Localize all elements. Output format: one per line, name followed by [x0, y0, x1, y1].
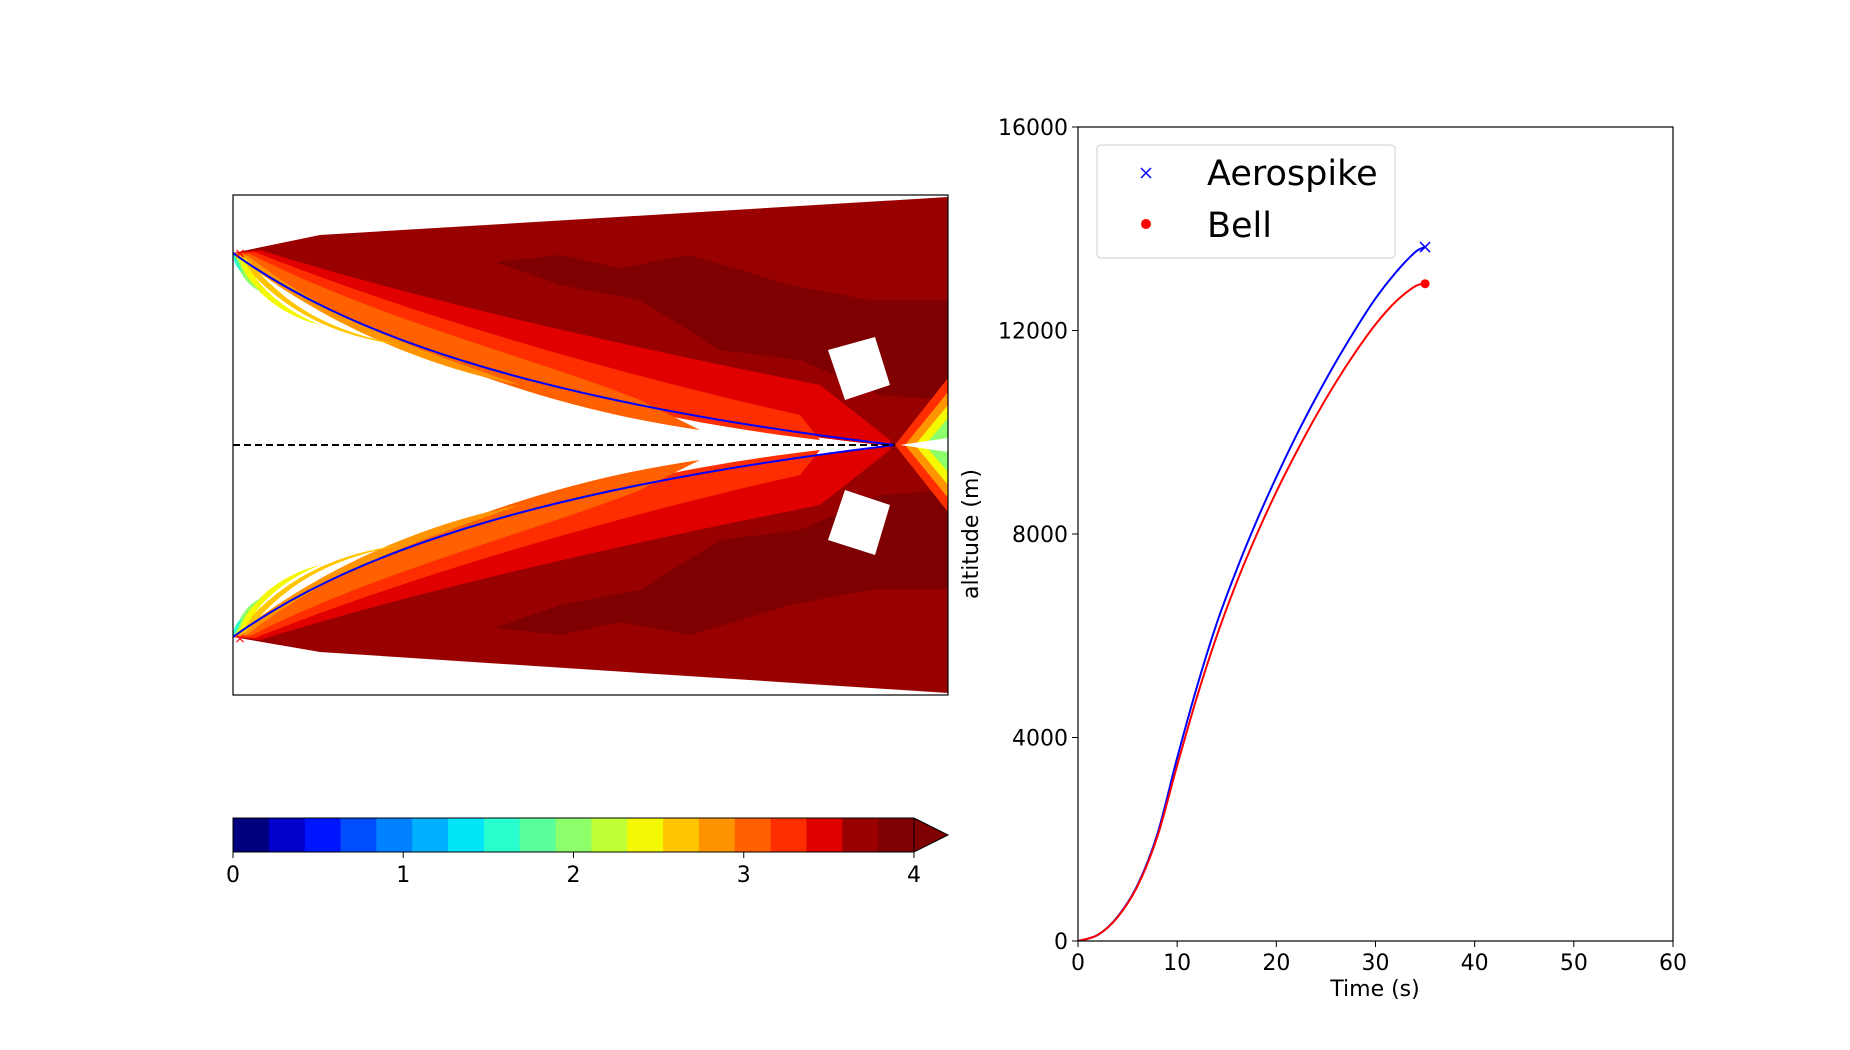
legend-bell-label: Bell — [1207, 206, 1272, 246]
x-axis-label: Time (s) — [1329, 977, 1419, 1002]
colorbar-swatch — [878, 818, 915, 852]
x-tick-label: 60 — [1659, 951, 1687, 976]
upper-throat-marker: × — [234, 246, 246, 262]
colorbar-extend-arrow — [913, 817, 950, 853]
upper-wall-curve — [233, 252, 896, 446]
colorbar-swatch — [376, 818, 413, 852]
y-tick-label: 12000 — [998, 320, 1068, 345]
lower-band-red — [233, 446, 890, 640]
colorbar-swatch — [340, 818, 377, 852]
lower-void — [828, 490, 890, 555]
legend: Aerospike Bell — [1096, 144, 1396, 259]
line-panel: 0 10 20 30 40 50 60 0 4000 8000 12000 16000 Time (… — [959, 116, 1687, 1002]
colorbar-tick-label: 2 — [567, 863, 581, 888]
colorbar-swatch — [806, 818, 843, 852]
exhaust-fan — [895, 378, 948, 512]
colorbar-swatch — [483, 818, 521, 852]
upper-band-cyan — [233, 253, 242, 272]
x-tick-label: 40 — [1461, 951, 1489, 976]
colorbar-ticks: 0 1 2 3 4 — [226, 852, 921, 888]
colorbar-swatch — [448, 818, 485, 852]
lower-band-orange-red — [233, 450, 820, 638]
colorbar-swatch — [591, 818, 628, 852]
colorbar-swatch — [555, 818, 592, 852]
lower-band-green — [233, 598, 262, 637]
upper-band-green — [233, 253, 262, 292]
colorbar-tick-label: 4 — [907, 863, 921, 888]
legend-aerospike-label: Aerospike — [1207, 154, 1378, 194]
x-axis-ticks: 0 10 20 30 40 50 60 — [1071, 941, 1687, 976]
upper-band-orange-red — [233, 252, 820, 440]
colorbar-swatch — [268, 818, 306, 852]
y-tick-label: 16000 — [998, 116, 1068, 141]
lower-wall-curve — [233, 444, 896, 638]
contour-field: × × — [233, 197, 948, 693]
upper-void — [828, 337, 890, 400]
colorbar-tick-label: 3 — [737, 863, 751, 888]
aerospike-end-marker — [1419, 241, 1431, 253]
y-tick-label: 4000 — [1012, 727, 1068, 752]
lower-throat-marker: × — [234, 631, 246, 647]
contour-panel: × × — [232, 194, 949, 696]
bell-line — [1078, 282, 1426, 941]
colorbar-swatch — [627, 818, 664, 852]
x-tick-label: 10 — [1163, 951, 1191, 976]
bell-end-marker — [1420, 279, 1430, 289]
y-tick-label: 0 — [1054, 930, 1068, 955]
colorbar-swatch — [412, 818, 449, 852]
y-axis-label: altitude (m) — [959, 469, 984, 599]
legend-aerospike-marker — [1140, 167, 1152, 179]
colorbar: 0 1 2 3 4 — [226, 817, 950, 888]
x-tick-label: 50 — [1560, 951, 1588, 976]
colorbar-swatch — [304, 818, 342, 852]
upper-band-orange — [233, 253, 700, 430]
line-axes-background — [1078, 127, 1673, 941]
colorbar-swatch — [233, 818, 270, 852]
legend-box — [1096, 144, 1396, 259]
colorbar-swatch — [519, 818, 557, 852]
x-tick-label: 30 — [1362, 951, 1390, 976]
colorbar-swatch — [770, 818, 807, 852]
upper-band-red — [233, 250, 890, 446]
colorbar-swatches — [233, 818, 915, 852]
legend-bell-marker — [1141, 219, 1151, 229]
y-tick-label: 8000 — [1012, 523, 1068, 548]
colorbar-swatch — [698, 818, 736, 852]
colorbar-tick-label: 1 — [396, 863, 410, 888]
lower-band-orange — [233, 460, 700, 637]
x-tick-label: 20 — [1262, 951, 1290, 976]
contour-axes-frame — [232, 194, 949, 696]
colorbar-swatch — [842, 818, 879, 852]
colorbar-swatch — [663, 818, 700, 852]
lower-band-cyan — [233, 618, 242, 637]
colorbar-tick-label: 0 — [226, 863, 240, 888]
colorbar-swatch — [734, 818, 772, 852]
y-axis-ticks: 0 4000 8000 12000 16000 — [998, 116, 1078, 955]
x-tick-label: 0 — [1071, 951, 1085, 976]
